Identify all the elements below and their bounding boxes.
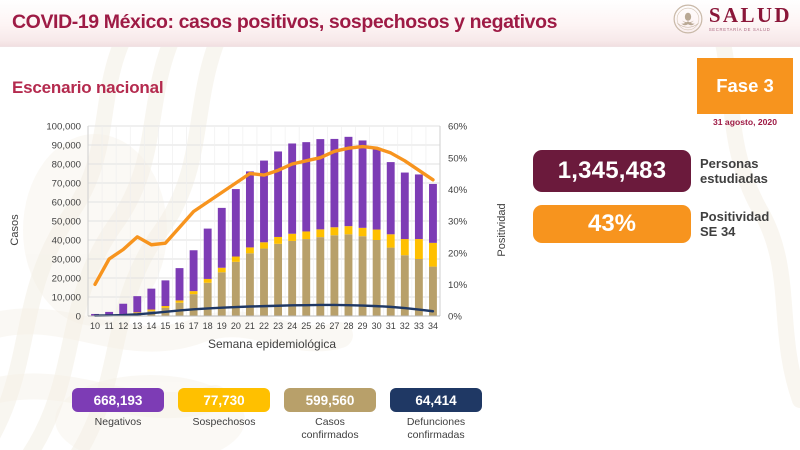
chart-y2-axis-title: Positividad [496,203,508,256]
stat-caption-positividad-line1: Positividad [700,208,770,224]
legend-caption: Sospechosos [192,416,255,429]
y2-tick-label: 60% [448,122,468,133]
legend-caption-line2: confirmados [301,428,359,441]
y-tick-label: 100,000 [46,122,81,133]
epidemic-chart: 0 10,000 20,000 30,000 40,000 50,000 60,000 70,… [0,110,520,360]
y2-tick-label: 30% [448,217,468,228]
chart-y-axis-title: Casos [9,214,21,246]
phase-date: 31 agosto, 2020 [712,117,777,127]
stat-personas-estudiadas: 1,345,483 Personas estudiadas [533,150,768,192]
x-tick-label: 30 [372,321,382,331]
y-tick-label: 10,000 [52,293,81,304]
x-tick-label: 34 [428,321,438,331]
y-tick-label: 0 [76,312,81,323]
x-tick-label: 22 [259,321,269,331]
y-tick-label: 60,000 [52,198,81,209]
x-tick-label: 16 [175,321,185,331]
legend-item: 599,560 Casos confirmados [284,388,376,441]
y-tick-label: 90,000 [52,141,81,152]
x-tick-label: 11 [104,321,113,331]
salud-logo: SALUD SECRETARÍA DE SALUD [673,4,792,34]
stat-caption-personas-line2: estudiadas [700,171,768,186]
legend-caption: Negativos [95,416,142,429]
x-tick-label: 12 [118,321,128,331]
x-tick-label: 21 [245,321,255,331]
stat-value-personas: 1,345,483 [533,150,691,192]
legend-caption-line1: Casos [315,416,345,428]
legend-item: 64,414 Defunciones confirmadas [390,388,482,441]
legend-caption-line1: Defunciones [406,416,466,428]
x-tick-label: 27 [329,321,339,331]
y2-tick-label: 20% [448,248,468,259]
national-seal-icon [673,4,703,34]
chart-y2-tick-labels: 0% 10% 20% 30% 40% 50% 60% [448,122,468,323]
logo-wordmark: SALUD [708,3,792,28]
x-tick-label: 32 [400,321,410,331]
x-tick-label: 10 [90,321,100,331]
y-tick-label: 70,000 [52,179,81,190]
chart-canvas: 0 10,000 20,000 30,000 40,000 50,000 60,000 70,… [9,122,508,351]
x-tick-label: 19 [217,321,227,331]
stat-caption-personas: Personas estudiadas [700,156,768,187]
chart-y-tick-labels: 0 10,000 20,000 30,000 40,000 50,000 60,000 70,… [46,122,81,323]
x-tick-label: 24 [287,321,297,331]
x-tick-label: 14 [146,321,156,331]
x-tick-label: 13 [132,321,142,331]
stat-caption-positividad: Positividad SE 34 [700,209,769,240]
chart-x-tick-labels: 10 11 12 13 14 15 16 17 18 19 20 21 22 23 24 25 26 27 28 29… [90,321,438,331]
x-tick-label: 18 [203,321,213,331]
x-tick-label: 23 [273,321,283,331]
legend-caption-line1: Negativos [94,416,142,428]
legend-caption: Casos confirmados [301,416,358,441]
page-title: COVID-19 México: casos positivos, sospec… [12,11,558,33]
chart-legend: 668,193 Negativos 77,730 Sospechosos 599,560… [72,388,492,441]
y-tick-label: 20,000 [52,274,81,285]
x-tick-label: 15 [160,321,170,331]
y2-tick-label: 0% [448,312,462,323]
logo-subtitle: SECRETARÍA DE SALUD [708,27,771,33]
stat-positividad: 43% Positividad SE 34 [533,205,769,243]
x-tick-label: 25 [301,321,311,331]
y-tick-label: 80,000 [52,160,81,171]
x-tick-label: 20 [231,321,241,331]
y-tick-label: 50,000 [52,217,81,228]
section-subtitle: Escenario nacional [12,78,164,97]
phase-badge: Fase 3 [697,58,793,114]
y-tick-label: 30,000 [52,255,81,266]
legend-value: 64,414 [390,388,482,412]
logo-text: SALUD SECRETARÍA DE SALUD [709,5,792,32]
phase-label: Fase 3 [716,75,774,96]
stat-caption-personas-line1: Personas [700,155,759,171]
legend-caption-line1: Sospechosos [192,416,256,428]
legend-value: 668,193 [72,388,164,412]
legend-value: 599,560 [284,388,376,412]
x-tick-label: 28 [343,321,353,331]
x-tick-label: 31 [386,321,396,331]
x-tick-label: 33 [414,321,424,331]
chart-x-axis-title: Semana epidemiológica [208,337,336,351]
x-tick-label: 26 [315,321,325,331]
legend-caption-line2: confirmadas [407,428,465,441]
x-tick-label: 29 [358,321,368,331]
legend-value: 77,730 [178,388,270,412]
y2-tick-label: 40% [448,185,468,196]
legend-item: 668,193 Negativos [72,388,164,441]
stat-caption-positividad-line2: SE 34 [700,224,736,239]
legend-item: 77,730 Sospechosos [178,388,270,441]
y2-tick-label: 10% [448,280,468,291]
y-tick-label: 40,000 [52,236,81,247]
x-tick-label: 17 [189,321,199,331]
stat-value-positividad: 43% [533,205,691,243]
y2-tick-label: 50% [448,153,468,164]
legend-caption: Defunciones confirmadas [407,416,465,441]
